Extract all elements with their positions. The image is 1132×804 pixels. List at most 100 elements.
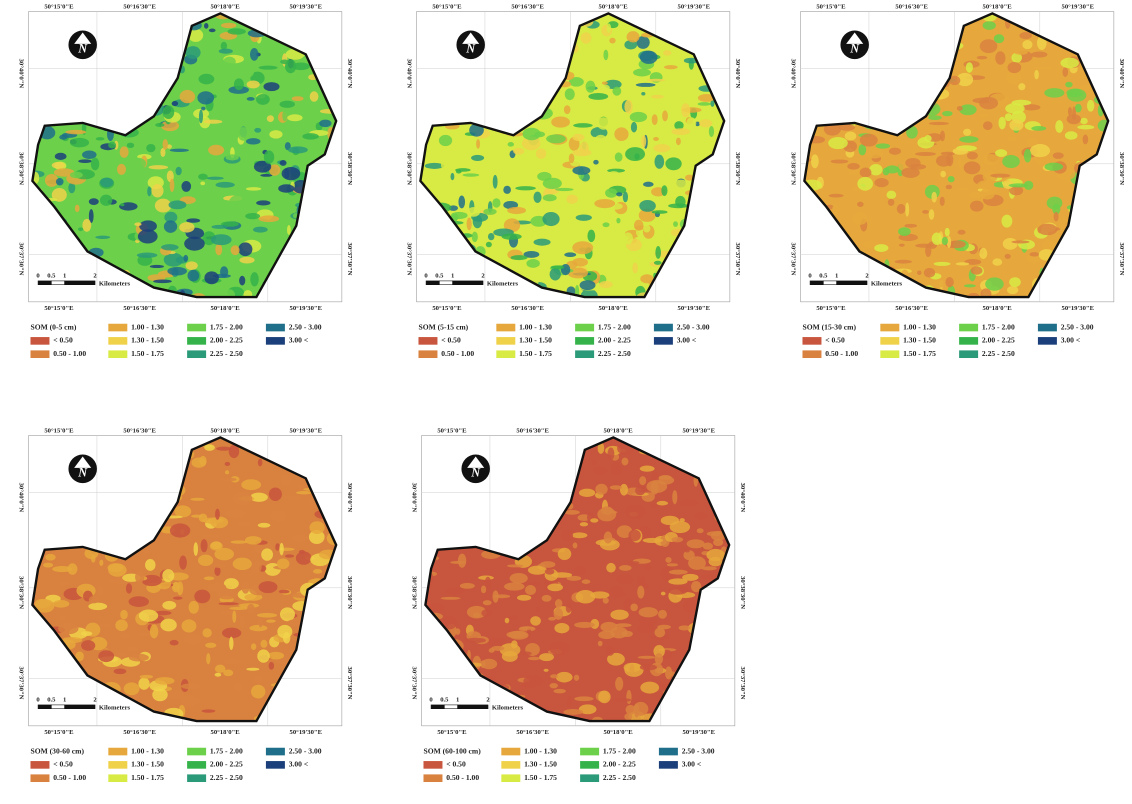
legend-label: 1.30 - 1.50: [524, 760, 557, 769]
scale-bar: [444, 705, 457, 709]
lon-label: 50°15'0"E: [44, 427, 74, 434]
soil-patch: [579, 489, 595, 497]
soil-patch: [657, 501, 669, 506]
soil-patch: [181, 181, 191, 192]
soil-patch: [581, 32, 592, 43]
lon-label: 50°19'30"E: [683, 427, 716, 434]
soil-patch: [640, 466, 655, 472]
scale-label: 1: [63, 697, 66, 704]
soil-patch: [199, 456, 206, 466]
soil-patch: [667, 563, 678, 566]
soil-patch: [586, 81, 596, 93]
soil-patch: [534, 239, 551, 246]
legend-swatch: [580, 761, 599, 769]
lat-label: 30°38'30"N: [346, 576, 353, 609]
soil-patch: [675, 196, 685, 208]
soil-patch: [602, 81, 608, 84]
legend-title: SOM (0-5 cm): [30, 322, 76, 331]
soil-patch: [221, 478, 236, 481]
lat-label: 30°40'0"N: [1118, 59, 1125, 89]
lat-label: 30°40'0"N: [405, 59, 412, 89]
soil-patch: [239, 276, 245, 286]
soil-patch: [148, 165, 168, 169]
lon-label: 50°18'0"E: [211, 305, 241, 312]
soil-patch: [701, 566, 716, 570]
soil-patch: [99, 560, 103, 566]
soil-patch: [465, 638, 486, 643]
soil-patch: [237, 67, 254, 78]
soil-patch: [275, 543, 280, 551]
soil-patch: [929, 122, 949, 125]
soil-patch: [259, 215, 279, 222]
soil-patch: [167, 267, 187, 276]
soil-patch: [1044, 163, 1063, 171]
soil-patch: [898, 227, 911, 236]
soil-patch: [615, 152, 623, 162]
soil-patch: [241, 479, 261, 490]
soil-patch: [194, 128, 199, 139]
legend-title: SOM (60-100 cm): [423, 746, 481, 755]
soil-patch: [709, 126, 714, 137]
soil-patch: [1022, 40, 1032, 49]
soil-patch: [1026, 138, 1038, 146]
soil-patch: [120, 203, 124, 206]
scale-bar: [837, 281, 867, 285]
soil-patch: [625, 505, 645, 519]
soil-patch: [1014, 50, 1027, 55]
scale-bar: [823, 281, 836, 285]
legend-label: < 0.50: [441, 336, 461, 345]
soil-patch: [631, 122, 637, 133]
legend-label: 1.50 - 1.75: [903, 349, 936, 358]
soil-patch: [458, 554, 466, 568]
soil-patch: [985, 277, 1003, 290]
soil-patch: [646, 480, 667, 493]
legend-label: 2.00 - 2.25: [210, 760, 243, 769]
legend-label: 2.50 - 3.00: [289, 746, 322, 755]
soil-patch: [652, 210, 668, 214]
soil-patch: [257, 649, 270, 662]
lon-label: 50°18'0"E: [211, 427, 241, 434]
soil-patch: [885, 165, 899, 173]
soil-patch: [668, 587, 688, 595]
map-panel: 50°15'0"E50°15'0"E50°16'30"E50°16'30"E50…: [2, 2, 358, 378]
soil-patch: [565, 88, 575, 100]
soil-patch: [441, 160, 448, 170]
soil-patch: [1005, 113, 1013, 121]
soil-patch: [653, 144, 670, 152]
lat-label: 30°37'30"N: [17, 667, 24, 700]
soil-patch: [852, 212, 868, 225]
soil-patch: [874, 244, 888, 252]
soil-patch: [609, 586, 623, 598]
soil-patch: [232, 610, 236, 622]
soil-patch: [953, 148, 968, 155]
soil-patch: [186, 218, 200, 222]
legend-swatch: [266, 761, 285, 769]
soil-patch: [707, 531, 722, 536]
soil-patch: [81, 631, 92, 636]
soil-patch: [945, 228, 950, 237]
legend-swatch: [802, 350, 821, 358]
soil-patch: [53, 600, 70, 608]
lon-label: 50°16'30"E: [895, 305, 928, 312]
soil-patch: [182, 619, 197, 632]
soil-patch: [963, 129, 971, 136]
soil-patch: [680, 500, 699, 507]
soil-patch: [1087, 100, 1094, 112]
soil-patch: [259, 66, 278, 70]
soil-patch: [549, 641, 569, 655]
soil-patch: [964, 284, 976, 287]
soil-patch: [280, 160, 287, 166]
scale-unit: Kilometers: [871, 280, 903, 287]
soil-patch: [643, 538, 664, 543]
soil-patch: [645, 565, 652, 571]
soil-patch: [472, 232, 478, 243]
legend-swatch: [959, 337, 978, 345]
soil-patch: [593, 160, 598, 165]
soil-patch: [256, 200, 270, 205]
soil-patch: [669, 570, 688, 575]
lat-label: 30°38'30"N: [346, 152, 353, 185]
soil-patch: [261, 548, 273, 560]
soil-patch: [671, 128, 690, 135]
soil-patch: [625, 147, 645, 161]
soil-patch: [928, 115, 941, 120]
